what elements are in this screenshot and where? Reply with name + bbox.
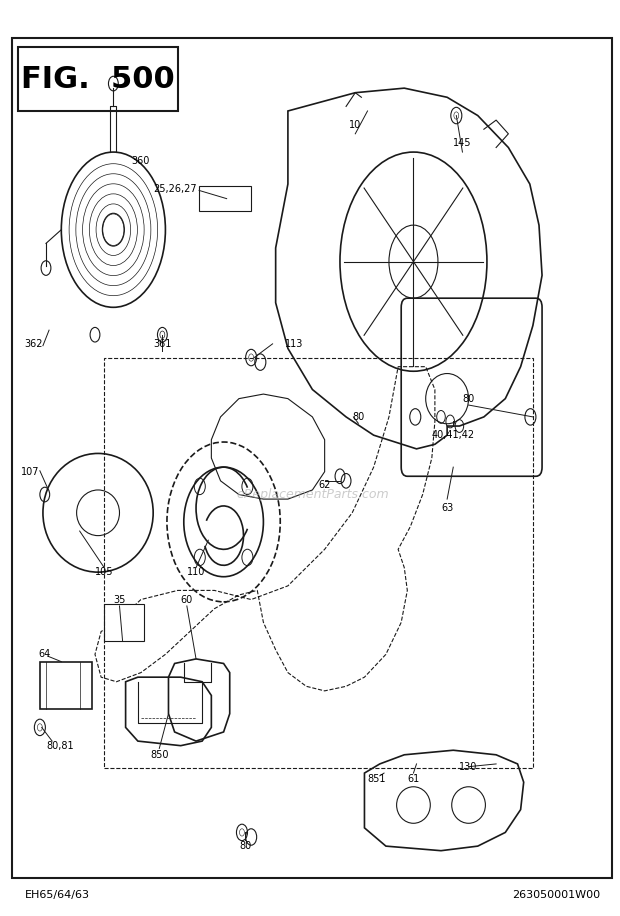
- Text: 80: 80: [352, 412, 365, 422]
- Text: 64: 64: [38, 649, 51, 660]
- Text: 145: 145: [453, 138, 472, 148]
- Text: 80: 80: [239, 841, 251, 851]
- Text: 361: 361: [153, 339, 172, 349]
- Text: 850: 850: [150, 750, 169, 759]
- Text: 110: 110: [187, 567, 205, 577]
- Text: 105: 105: [95, 567, 113, 577]
- Text: 60: 60: [180, 594, 193, 605]
- Bar: [104, 605, 144, 640]
- Text: 107: 107: [22, 466, 40, 476]
- Text: 263050001W00: 263050001W00: [512, 889, 600, 900]
- Text: 113: 113: [285, 339, 303, 349]
- Text: eReplacementParts.com: eReplacementParts.com: [236, 488, 389, 501]
- Bar: [40, 661, 92, 709]
- FancyBboxPatch shape: [19, 47, 178, 111]
- Text: 25,26,27: 25,26,27: [153, 183, 197, 193]
- Text: 851: 851: [368, 774, 386, 784]
- Text: 63: 63: [441, 503, 453, 513]
- Text: 10: 10: [349, 120, 361, 130]
- Text: 80,81: 80,81: [46, 741, 74, 751]
- Text: 62: 62: [319, 480, 331, 490]
- Text: EH65/64/63: EH65/64/63: [25, 889, 89, 900]
- Bar: [199, 186, 251, 212]
- Text: 362: 362: [25, 339, 43, 349]
- Text: 61: 61: [407, 774, 420, 784]
- Text: 40,41,42: 40,41,42: [432, 431, 475, 441]
- Text: FIG.  500: FIG. 500: [21, 64, 175, 93]
- Text: 130: 130: [459, 762, 478, 771]
- Text: 35: 35: [113, 594, 126, 605]
- Text: 360: 360: [131, 157, 150, 166]
- Text: 80: 80: [463, 394, 475, 404]
